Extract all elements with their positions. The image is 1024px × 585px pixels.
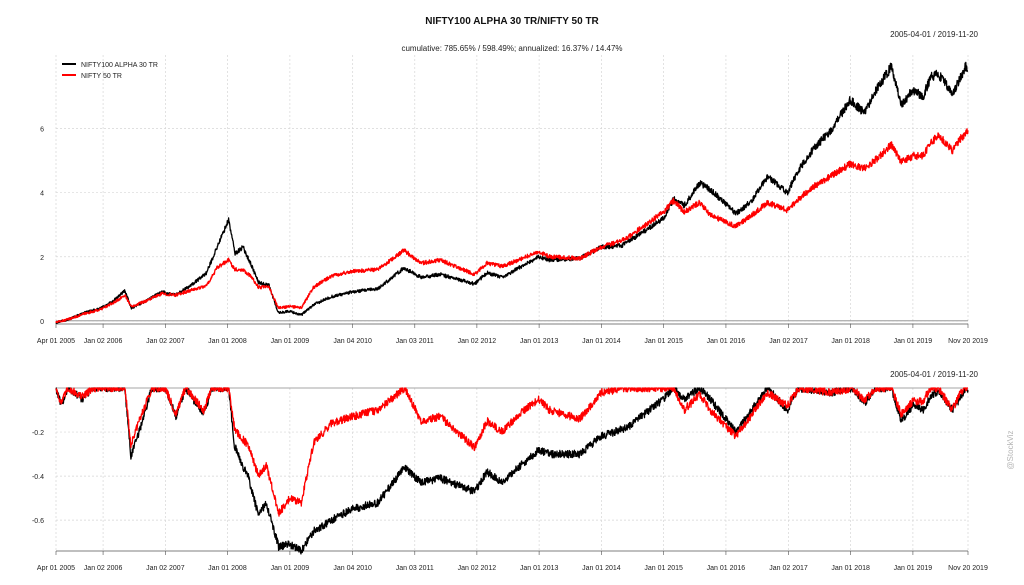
- y-tick-label: 0: [40, 319, 44, 326]
- drawdown-panel: Apr 01 2005 Jan 02 2006 Jan 02 2007 Jan 01 …: [32, 387, 988, 572]
- series-line-alpha30: [55, 387, 969, 555]
- x-tick-label: Apr 01 2005: [37, 565, 75, 572]
- x-tick-label: Jan 04 2010: [333, 338, 372, 345]
- x-tick-label: Jan 02 2006: [84, 565, 123, 572]
- x-tick-label: Jan 02 2007: [146, 338, 185, 345]
- x-tick-label: Jan 02 2007: [146, 565, 185, 572]
- series-line-nifty50: [55, 128, 969, 324]
- x-tick-label: Jan 01 2016: [707, 338, 746, 345]
- series-line-alpha30: [55, 61, 969, 324]
- cumulative-return-panel: Apr 01 2005 Jan 02 2006 Jan 02 2007 Jan 01 …: [37, 55, 988, 345]
- x-tick-label: Jan 01 2014: [582, 565, 621, 572]
- watermark: @StockViz: [1006, 430, 1015, 469]
- y-tick-label: 2: [40, 255, 44, 262]
- x-tick-label: Jan 01 2016: [707, 565, 746, 572]
- y-tick-label: 6: [40, 127, 44, 134]
- x-tick-label: Jan 02 2012: [458, 565, 497, 572]
- legend: NIFTY100 ALPHA 30 TR NIFTY 50 TR: [62, 62, 158, 80]
- y-tick-label: 4: [40, 191, 44, 198]
- legend-label-nifty50: NIFTY 50 TR: [81, 73, 122, 80]
- x-tick-label: Jan 02 2006: [84, 338, 123, 345]
- x-tick-label: Jan 02 2017: [769, 338, 808, 345]
- series-line-nifty50: [55, 387, 969, 517]
- x-tick-label: Jan 04 2010: [333, 565, 372, 572]
- x-tick-label: Jan 02 2017: [769, 565, 808, 572]
- x-tick-label: Jan 01 2015: [644, 565, 683, 572]
- y-tick-label: -0.4: [32, 474, 44, 481]
- top-date-range: 2005-04-01 / 2019-11-20: [890, 30, 978, 39]
- y-tick-label: -0.6: [32, 518, 44, 525]
- x-tick-label: Jan 01 2019: [894, 565, 933, 572]
- x-tick-label: Jan 01 2015: [644, 338, 683, 345]
- legend-label-alpha30: NIFTY100 ALPHA 30 TR: [81, 62, 158, 69]
- bottom-date-range: 2005-04-01 / 2019-11-20: [890, 370, 978, 379]
- x-tick-label: Jan 01 2013: [520, 338, 559, 345]
- chart-subtitle: cumulative: 785.65% / 598.49%; annualize…: [401, 44, 622, 53]
- x-tick-label: Jan 01 2013: [520, 565, 559, 572]
- x-tick-label: Nov 20 2019: [948, 338, 988, 345]
- y-tick-label: -0.2: [32, 430, 44, 437]
- x-tick-label: Jan 01 2009: [271, 338, 310, 345]
- x-tick-label: Apr 01 2005: [37, 338, 75, 345]
- x-tick-label: Jan 02 2012: [458, 338, 497, 345]
- x-tick-label: Jan 01 2018: [831, 338, 870, 345]
- x-tick-label: Jan 01 2008: [208, 338, 247, 345]
- x-tick-label: Jan 01 2018: [831, 565, 870, 572]
- x-tick-label: Jan 03 2011: [396, 338, 434, 345]
- x-tick-label: Jan 01 2019: [894, 338, 933, 345]
- x-tick-label: Jan 01 2009: [271, 565, 310, 572]
- x-tick-label: Jan 01 2008: [208, 565, 247, 572]
- x-tick-label: Jan 01 2014: [582, 338, 621, 345]
- x-tick-label: Nov 20 2019: [948, 565, 988, 572]
- x-tick-label: Jan 03 2011: [396, 565, 434, 572]
- chart-title: NIFTY100 ALPHA 30 TR/NIFTY 50 TR: [425, 16, 599, 27]
